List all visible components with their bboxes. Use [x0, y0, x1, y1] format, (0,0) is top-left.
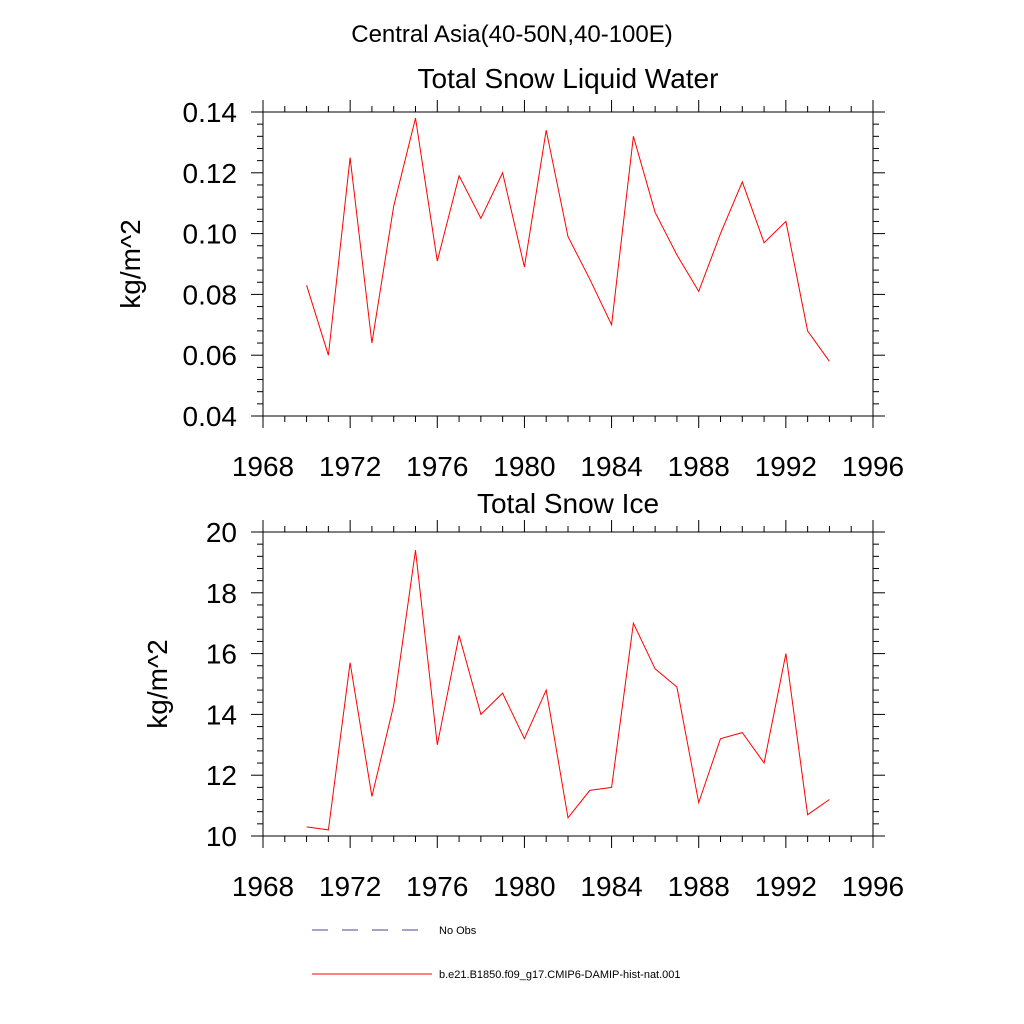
chart-title: Total Snow Ice	[477, 488, 659, 519]
legend: No Obs b.e21.B1850.f09_g17.CMIP6-DAMIP-h…	[312, 925, 681, 981]
y-tick-label: 0.08	[183, 279, 238, 310]
y-tick-label: 0.10	[183, 219, 238, 250]
x-tick-label: 1984	[580, 451, 642, 482]
y-tick-label: 10	[206, 821, 237, 852]
x-tick-label: 1996	[842, 871, 904, 902]
plot-frame	[262, 111, 874, 417]
x-tick-label: 1988	[668, 871, 730, 902]
y-axis-label: kg/m^2	[115, 219, 146, 308]
y-tick-label: 14	[206, 699, 237, 730]
y-tick-label: 20	[206, 517, 237, 548]
x-tick-label: 1984	[580, 871, 642, 902]
x-tick-label: 1972	[319, 451, 381, 482]
plot-frame	[262, 531, 874, 837]
y-tick-label: 0.06	[183, 340, 238, 371]
y-tick-label: 12	[206, 760, 237, 791]
chart-snow-liquid-water: Total Snow Liquid Water 1968 1972 1976 1980 1…	[115, 63, 904, 482]
x-tick-label: 1976	[406, 871, 468, 902]
x-tick-label: 1992	[755, 451, 817, 482]
x-tick-label: 1980	[493, 451, 555, 482]
x-tick-label: 1976	[406, 451, 468, 482]
series-line	[306, 117, 830, 362]
x-tick-label: 1996	[842, 451, 904, 482]
x-tick-label: 1988	[668, 451, 730, 482]
chart-snow-ice: Total Snow Ice 1968 1972 1976 1980 1984 1988 19…	[142, 488, 904, 902]
x-tick-label: 1992	[755, 871, 817, 902]
series-line	[306, 550, 830, 831]
x-tick-label: 1972	[319, 871, 381, 902]
chart-title: Total Snow Liquid Water	[418, 63, 719, 94]
legend-label-no-obs: No Obs	[439, 925, 477, 937]
y-tick-label: 16	[206, 639, 237, 670]
x-tick-label: 1980	[493, 871, 555, 902]
x-tick-label: 1968	[232, 871, 294, 902]
legend-label-model: b.e21.B1850.f09_g17.CMIP6-DAMIP-hist-nat…	[439, 969, 681, 981]
y-tick-label: 18	[206, 578, 237, 609]
y-tick-label: 0.12	[183, 158, 238, 189]
y-tick-label: 0.04	[183, 401, 238, 432]
x-tick-label: 1968	[232, 451, 294, 482]
y-axis-label: kg/m^2	[142, 639, 173, 728]
main-title: Central Asia(40-50N,40-100E)	[351, 21, 673, 48]
y-tick-label: 0.14	[183, 97, 238, 128]
